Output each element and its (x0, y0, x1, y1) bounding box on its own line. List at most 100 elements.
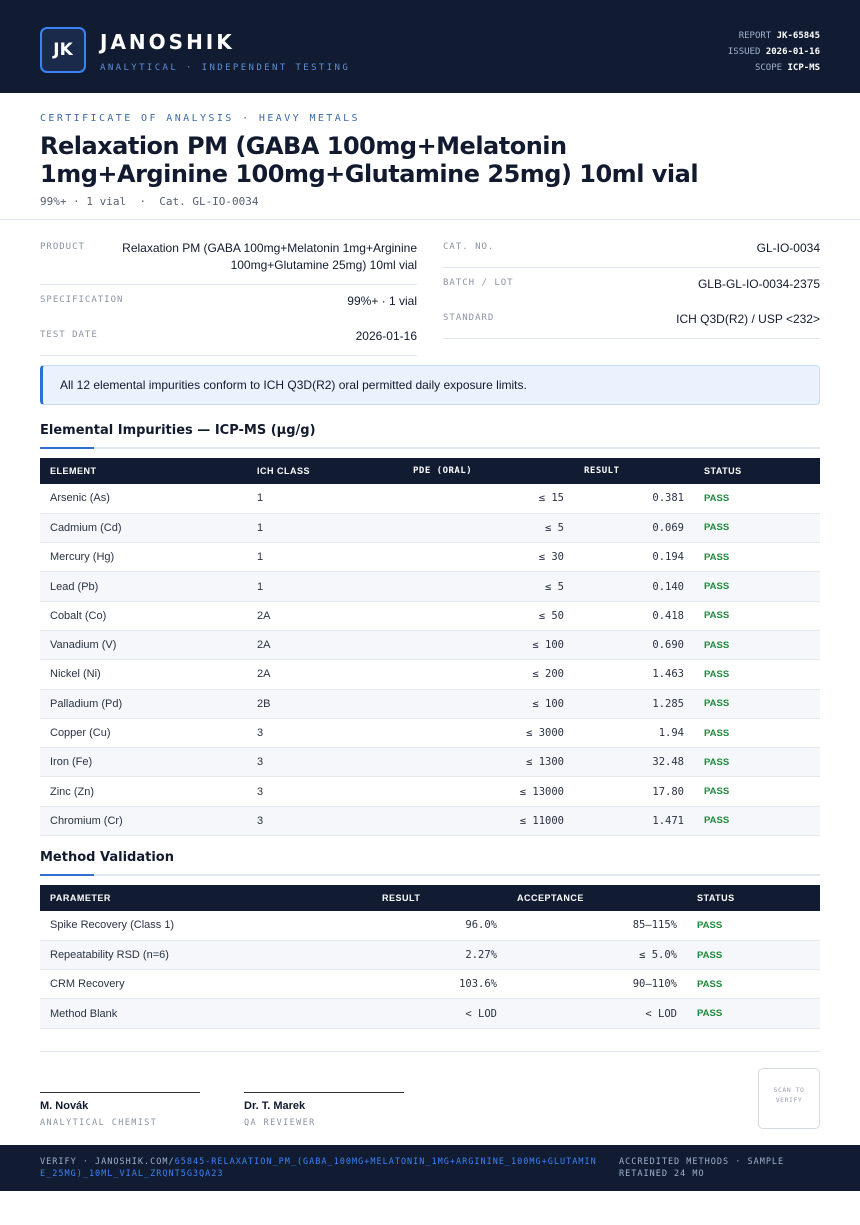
tagline: ANALYTICAL · INDEPENDENT TESTING (100, 63, 351, 73)
cell: Palladium (Pd) (40, 689, 247, 719)
info-value: GLB-GL-IO-0034-2375 (697, 277, 820, 291)
info-grid: PRODUCT Relaxation PM (GABA 100mg+Melaton… (0, 220, 860, 365)
table-row: Spike Recovery (Class 1) 96.0% 85–115% PASS (40, 911, 820, 941)
report-meta: REPORT JK-65845 ISSUED 2026-01-16 SCOPE IC… (728, 28, 820, 76)
cell: 3 (247, 806, 403, 837)
status: PASS (687, 911, 820, 941)
cell: < LOD (507, 998, 687, 1029)
cell: 1 (247, 571, 403, 602)
header-row: ELEMENT ICH CLASS PDE (ORAL) RESULT STATUS (40, 458, 820, 484)
table-row: Method Blank < LOD < LOD PASS (40, 998, 820, 1029)
table-row: Vanadium (V) 2A ≤ 100 0.690 PASS (40, 630, 820, 661)
signer-name: M. Novák (40, 1099, 89, 1112)
signer-role: QA REVIEWER (244, 1117, 316, 1128)
cell: ≤ 100 (403, 630, 574, 661)
meta-value: JK-65845 (776, 31, 820, 41)
table-row: Cobalt (Co) 2A ≤ 50 0.418 PASS (40, 601, 820, 631)
cell: 96.0% (372, 911, 507, 941)
status: PASS (694, 571, 820, 602)
status: PASS (687, 940, 820, 971)
cell: 0.140 (574, 571, 694, 602)
table-row: Arsenic (As) 1 ≤ 15 0.381 PASS (40, 484, 820, 514)
signature: Dr. T. Marek QA REVIEWER (244, 1091, 404, 1128)
meta-row: REPORT JK-65845 (728, 28, 820, 44)
cell: CRM Recovery (40, 969, 372, 1000)
column-header: STATUS (694, 458, 820, 484)
info-label: BATCH / LOT (443, 278, 514, 288)
info-label: PRODUCT (40, 242, 85, 252)
cell: 2A (247, 659, 403, 690)
info-label: TEST DATE (40, 330, 98, 340)
cell: 1.471 (574, 806, 694, 837)
cell: 90–110% (507, 969, 687, 1000)
cell: 0.690 (574, 630, 694, 661)
column-header: RESULT (372, 885, 507, 912)
heading: Relaxation PM (GABA 100mg+Melatonin 1mg+… (40, 132, 699, 188)
status: PASS (694, 718, 820, 749)
status: PASS (694, 601, 820, 631)
cell: 0.381 (574, 484, 694, 514)
cell: 103.6% (372, 969, 507, 1000)
meta-label: ISSUED (727, 47, 761, 57)
cell: 1.94 (574, 718, 694, 749)
signer-role: ANALYTICAL CHEMIST (40, 1117, 158, 1128)
column-header: STATUS (687, 885, 820, 912)
footer: VERIFY · JANOSHIK.COM/65845-RELAXATION_P… (0, 1144, 860, 1191)
info-value: ICH Q3D(R2) / USP <232> (676, 312, 820, 326)
cell: 17.80 (574, 776, 694, 807)
cell: Method Blank (40, 998, 372, 1029)
column-header: ICH CLASS (247, 458, 403, 484)
status: PASS (694, 513, 820, 544)
info-value: GL-IO-0034 (756, 241, 820, 255)
divider (40, 1050, 820, 1052)
table-body: Arsenic (As) 1 ≤ 15 0.381 PASS Cadmium (Cd) 1 ≤… (40, 484, 820, 837)
cell: ≤ 200 (403, 659, 574, 690)
status: PASS (687, 998, 820, 1029)
status: PASS (694, 776, 820, 807)
info-row: TEST DATE 2026-01-16 (40, 320, 417, 356)
cell: ≤ 13000 (403, 776, 574, 807)
status: PASS (694, 484, 820, 514)
column-header: PDE (ORAL) (403, 458, 574, 484)
signatures: SCAN TO VERIFY M. Novák ANALYTICAL CHEMIS… (0, 1052, 860, 1145)
cell: ≤ 50 (403, 601, 574, 631)
verify-link: VERIFY · JANOSHIK.COM/65845-RELAXATION_P… (40, 1156, 600, 1180)
status: PASS (694, 689, 820, 719)
cell: 1.463 (574, 659, 694, 690)
column-header: PARAMETER (40, 885, 372, 912)
cell: ≤ 30 (403, 542, 574, 573)
qr-placeholder: SCAN TO VERIFY (758, 1067, 820, 1129)
column-header: ACCEPTANCE (507, 885, 687, 912)
info-row: PRODUCT Relaxation PM (GABA 100mg+Melaton… (40, 232, 417, 285)
header-row: PARAMETER RESULT ACCEPTANCE STATUS (40, 885, 820, 912)
info-value: 2026-01-16 (355, 329, 417, 343)
section-title: Method Validation (40, 836, 820, 877)
notice: All 12 elemental impurities conform to I… (40, 365, 820, 405)
subtitle: 99%+ · 1 vial · Cat. GL-IO-0034 (40, 195, 259, 208)
verify-url[interactable]: 65845-RELAXATION_PM_(GABA_100MG+MELATONI… (40, 1156, 597, 1179)
cell: 0.194 (574, 542, 694, 573)
info-column: CAT. NO. GL-IO-0034 BATCH / LOT GLB-GL-IO-0… (443, 232, 820, 365)
table-row: Palladium (Pd) 2B ≤ 100 1.285 PASS (40, 689, 820, 719)
cell: Arsenic (As) (40, 484, 247, 514)
info-column: PRODUCT Relaxation PM (GABA 100mg+Melaton… (40, 232, 417, 365)
cell: ≤ 1300 (403, 747, 574, 778)
cell: ≤ 100 (403, 689, 574, 719)
brand: JANOSHIK (100, 30, 235, 54)
cell: Lead (Pb) (40, 571, 247, 602)
cell: 85–115% (507, 911, 687, 941)
cell: 2B (247, 689, 403, 719)
cell: 32.48 (574, 747, 694, 778)
cell: Iron (Fe) (40, 747, 247, 778)
info-label: SPECIFICATION (40, 295, 124, 305)
table-row: Iron (Fe) 3 ≤ 1300 32.48 PASS (40, 747, 820, 778)
meta-value: 2026-01-16 (765, 47, 820, 57)
cell: Repeatability RSD (n=6) (40, 940, 372, 971)
cell: 2A (247, 601, 403, 631)
cell: ≤ 15 (403, 484, 574, 514)
cell: 1.285 (574, 689, 694, 719)
table-row: Chromium (Cr) 3 ≤ 11000 1.471 PASS (40, 806, 820, 837)
table-row: Repeatability RSD (n=6) 2.27% ≤ 5.0% PASS (40, 940, 820, 971)
cell: ≤ 5 (403, 571, 574, 602)
